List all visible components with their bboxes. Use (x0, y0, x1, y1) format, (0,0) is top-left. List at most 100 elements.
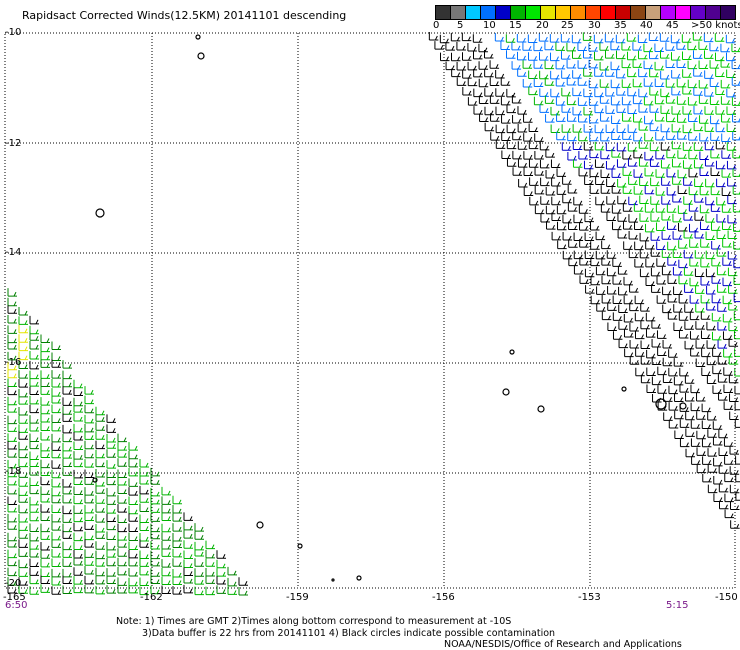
wind-barb (634, 259, 644, 268)
wind-barb (606, 250, 617, 259)
wind-barb (128, 584, 138, 594)
wind-barb (671, 86, 681, 96)
wind-barb (639, 232, 650, 242)
wind-barb (18, 324, 28, 334)
wind-barb (671, 123, 682, 133)
wind-barb (150, 467, 160, 477)
wind-barb (106, 476, 116, 486)
wind-barb (579, 222, 589, 231)
wind-barb (727, 250, 738, 260)
wind-barb (555, 60, 566, 70)
wind-barb (172, 523, 182, 532)
wind-barb (73, 576, 83, 585)
wind-barb (544, 60, 555, 70)
scale-label: 0 (433, 20, 440, 31)
wind-barb (445, 61, 456, 71)
wind-barb (29, 451, 39, 460)
wind-barb (690, 384, 700, 394)
wind-barb (622, 203, 633, 212)
wind-barb (106, 460, 116, 469)
wind-barb (599, 61, 610, 71)
wind-barb (678, 223, 688, 232)
wind-barb (700, 276, 710, 286)
wind-barb (556, 131, 566, 141)
wind-barb (649, 158, 660, 167)
wind-barb (733, 259, 740, 269)
wind-barb (128, 487, 138, 496)
wind-barb (622, 150, 632, 160)
wind-barb (612, 331, 623, 340)
wind-barb (73, 513, 83, 523)
wind-barb (62, 397, 72, 406)
wind-barb (51, 522, 61, 531)
scale-swatch (690, 5, 706, 20)
wind-barb (679, 367, 689, 377)
wind-barb (627, 68, 637, 78)
wind-barb (128, 505, 138, 515)
wind-barb (172, 586, 182, 595)
wind-barb (29, 467, 39, 476)
wind-barb (637, 34, 648, 44)
wind-barb (161, 567, 171, 577)
lon-label: -165 (3, 592, 26, 603)
wind-barb (702, 456, 712, 465)
scale-label: 5 (457, 20, 464, 31)
wind-barb (722, 239, 732, 248)
wind-barb (84, 521, 94, 530)
wind-barb (238, 577, 248, 586)
wind-barb (73, 397, 83, 407)
wind-barb (545, 187, 556, 196)
wind-barb (18, 441, 28, 451)
scale-swatch (450, 5, 466, 20)
wind-barb (733, 276, 740, 285)
wind-barb (577, 97, 588, 106)
wind-barb (473, 88, 483, 98)
wind-barb (731, 43, 740, 53)
wind-barb (655, 132, 665, 141)
wind-barb (29, 325, 39, 335)
wind-barb (62, 541, 72, 551)
wind-barb (567, 185, 578, 194)
wind-barb (690, 347, 700, 357)
wind-barb (117, 557, 127, 567)
wind-barb (128, 532, 138, 542)
wind-barb (7, 305, 17, 314)
wind-barb (696, 411, 706, 420)
wind-barb (720, 43, 730, 53)
wind-barb (729, 446, 740, 455)
wind-barb (84, 557, 94, 566)
wind-barb (51, 422, 61, 432)
wind-barb (467, 42, 477, 52)
wind-barb (567, 203, 578, 212)
wind-barb (710, 115, 720, 125)
wind-barb (710, 167, 721, 176)
wind-barb (721, 150, 731, 159)
wind-barb (539, 70, 549, 80)
wind-barb (721, 204, 732, 213)
island (256, 521, 264, 529)
wind-barb (139, 522, 149, 531)
wind-barb (732, 149, 740, 159)
wind-barb (139, 503, 149, 513)
wind-barb (684, 340, 695, 350)
wind-barb (29, 350, 39, 360)
wind-barb (534, 151, 544, 160)
wind-barb (95, 514, 105, 523)
wind-barb (712, 365, 722, 375)
wind-barb (95, 449, 105, 459)
wind-barb (7, 521, 17, 530)
wind-barb (677, 150, 687, 159)
wind-barb (705, 231, 716, 240)
wind-barb (645, 312, 656, 322)
wind-barb (621, 42, 631, 51)
wind-barb (62, 494, 72, 504)
wind-barb (687, 96, 698, 106)
wind-barb (573, 232, 584, 241)
wind-barb (194, 523, 204, 532)
wind-barb (7, 503, 17, 513)
wind-barb (29, 504, 39, 513)
wind-barb (18, 388, 28, 398)
wind-barb (95, 431, 105, 440)
wind-barb (662, 374, 673, 383)
wind-barb (689, 311, 700, 321)
